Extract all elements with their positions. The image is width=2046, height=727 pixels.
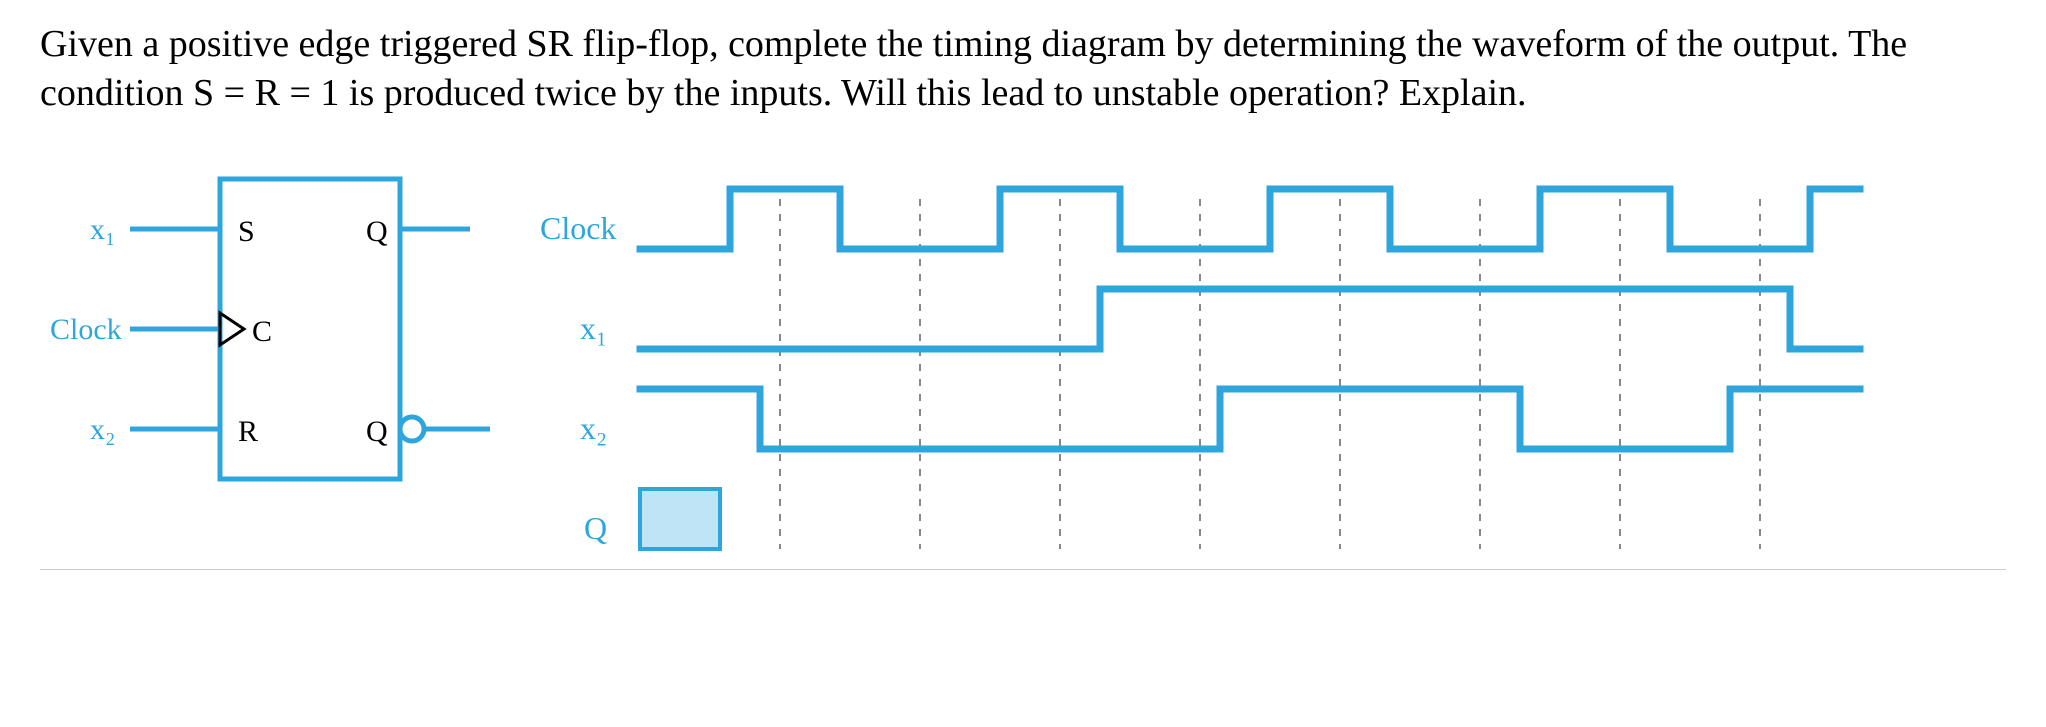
svg-text:Q: Q [366,215,388,248]
svg-text:S: S [238,215,255,248]
svg-text:x₂: x₂ [90,413,115,446]
divider [40,569,2006,570]
question-text: Given a positive edge triggered SR flip-… [40,20,2006,119]
svg-text:R: R [238,415,258,448]
svg-text:C: C [252,315,272,348]
svg-text:Clock: Clock [540,210,616,246]
svg-text:Q: Q [584,510,607,546]
svg-text:Clock: Clock [50,313,122,346]
svg-text:x₂: x₂ [580,410,607,446]
flipflop-block-diagram: x₁ Clock x₂ S C R Q Q [40,139,500,519]
svg-text:Q: Q [366,415,388,448]
timing-diagram: Clock x₁ x₂ Q [500,139,1900,559]
svg-text:x₁: x₁ [90,213,115,246]
svg-text:x₁: x₁ [580,310,607,346]
